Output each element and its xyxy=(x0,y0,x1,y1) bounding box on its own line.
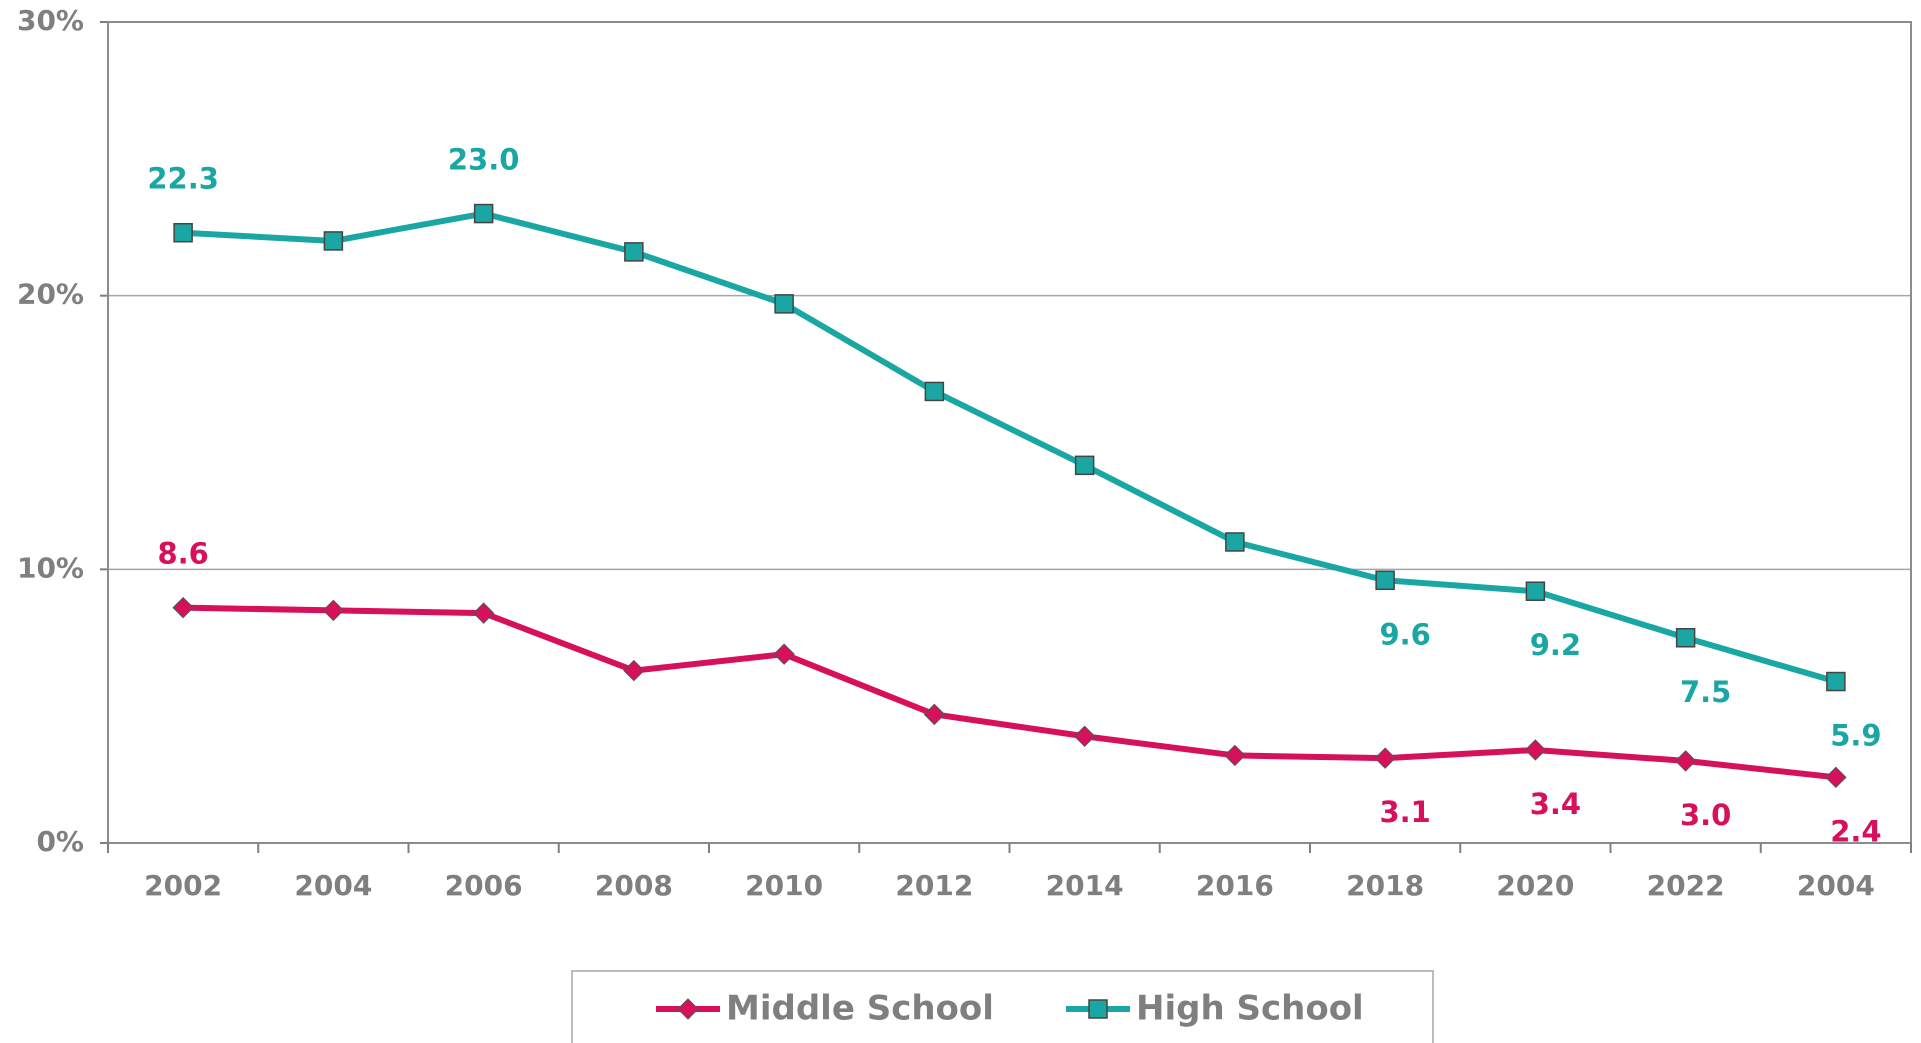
series-line xyxy=(182,210,1837,685)
legend-label: High School xyxy=(1136,989,1364,1029)
point-marker xyxy=(1674,750,1697,772)
point-marker xyxy=(322,599,345,622)
point-marker xyxy=(173,222,193,243)
point-marker xyxy=(323,231,344,251)
point-marker xyxy=(172,596,194,619)
point-marker xyxy=(1825,766,1847,789)
legend-label: Middle School xyxy=(726,989,994,1029)
y-tick-label: 10% xyxy=(17,551,84,584)
point-marker xyxy=(1375,570,1395,591)
data-label: 9.6 xyxy=(1379,617,1430,651)
plot-border xyxy=(107,21,1912,844)
data-label: 5.9 xyxy=(1830,719,1881,753)
point-marker xyxy=(924,381,945,402)
point-marker xyxy=(774,294,794,314)
y-tick-label: 0% xyxy=(36,825,84,858)
data-label: 3.0 xyxy=(1680,798,1731,832)
data-label: 8.6 xyxy=(157,537,208,571)
x-tick-label: 2016 xyxy=(1196,869,1274,902)
x-tick-label: 2020 xyxy=(1496,869,1574,902)
x-tick-label: 2022 xyxy=(1647,869,1725,902)
point-marker xyxy=(1074,455,1095,476)
data-label: 23.0 xyxy=(448,143,520,177)
x-tick-label: 2018 xyxy=(1346,869,1424,902)
point-marker xyxy=(1073,725,1096,747)
point-marker xyxy=(473,203,494,224)
point-marker xyxy=(1224,744,1246,767)
point-marker xyxy=(1524,739,1547,761)
y-tick-label: 20% xyxy=(17,278,84,311)
legend-marker xyxy=(1088,999,1108,1019)
x-tick-label: 2012 xyxy=(895,869,973,902)
point-marker xyxy=(923,703,946,726)
point-marker xyxy=(1826,671,1846,692)
data-label: 3.4 xyxy=(1530,787,1581,821)
x-tick-label: 2014 xyxy=(1046,869,1124,902)
data-label: 22.3 xyxy=(147,162,219,196)
series-line xyxy=(183,604,1837,781)
point-marker xyxy=(1374,747,1396,769)
x-tick-label: 2004 xyxy=(294,869,372,902)
point-marker xyxy=(624,242,644,262)
legend-marker xyxy=(677,998,699,1020)
y-tick-label: 30% xyxy=(17,4,84,37)
x-tick-label: 2004 xyxy=(1797,869,1875,902)
point-marker xyxy=(1675,628,1696,648)
data-label: 3.1 xyxy=(1379,795,1430,829)
point-marker xyxy=(773,643,795,665)
point-marker xyxy=(1525,581,1546,601)
x-tick-label: 2006 xyxy=(445,869,523,902)
data-label: 2.4 xyxy=(1830,814,1881,848)
point-marker xyxy=(1225,532,1245,552)
point-marker xyxy=(472,602,495,624)
point-marker xyxy=(623,659,645,682)
x-tick-label: 2010 xyxy=(745,869,823,902)
x-tick-label: 2008 xyxy=(595,869,673,902)
x-tick-label: 2002 xyxy=(144,869,222,902)
data-label: 9.2 xyxy=(1530,628,1581,662)
data-label: 7.5 xyxy=(1680,675,1731,709)
